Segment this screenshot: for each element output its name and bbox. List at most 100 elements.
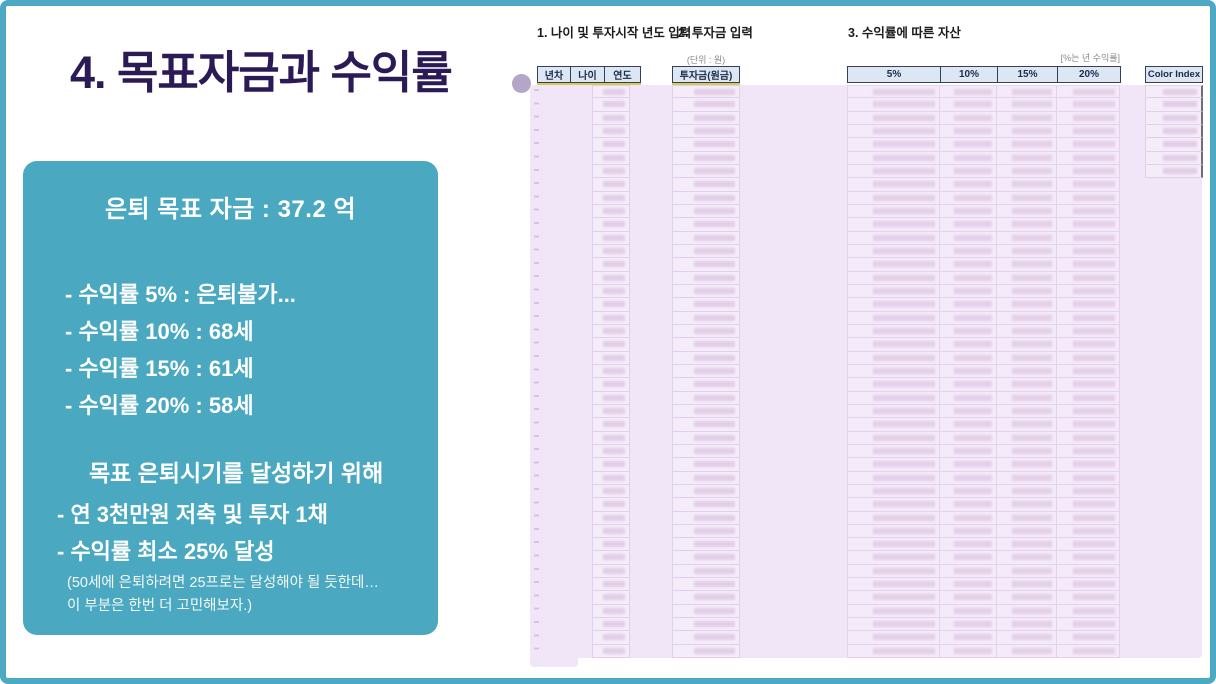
faint-row (592, 138, 630, 152)
faint-cell (940, 311, 997, 325)
faint-row (672, 484, 740, 499)
faint-row (847, 564, 1120, 579)
faint-row (847, 551, 1120, 565)
faint-cell (1057, 138, 1120, 152)
faint-cell (1057, 124, 1120, 139)
column-header-principal: 투자금(원금) (672, 66, 740, 83)
faint-row (592, 564, 630, 579)
faint-cell (940, 151, 997, 165)
faint-cell (847, 324, 940, 339)
faint-cell (847, 418, 940, 432)
faint-cell (847, 98, 940, 112)
faint-cell (940, 324, 997, 339)
faint-cell (997, 604, 1057, 619)
faint-cell (997, 85, 1057, 99)
faint-cell (847, 498, 940, 512)
faint-grid-rate-columns (847, 85, 1120, 659)
faint-cell (847, 538, 940, 552)
faint-cell (847, 111, 940, 125)
faint-row (672, 164, 740, 179)
overlay-bottom-tab (530, 657, 578, 667)
section-heading-invest-input: 2. 투자금 입력 (678, 26, 753, 40)
faint-row (592, 271, 630, 285)
faint-row (847, 578, 1120, 592)
faint-row (847, 244, 1120, 259)
faint-row (847, 191, 1120, 205)
faint-cell (1057, 191, 1120, 205)
faint-row (592, 511, 630, 525)
faint-cell (847, 204, 940, 219)
faint-cell (1057, 298, 1120, 312)
faint-cell (997, 391, 1057, 405)
column-header-5pct: 5% (847, 66, 941, 83)
faint-cell (847, 444, 940, 459)
faint-cell (1057, 231, 1120, 245)
faint-row (672, 204, 740, 219)
faint-row (592, 284, 630, 299)
faint-cell (1057, 258, 1120, 272)
faint-cell (847, 391, 940, 405)
faint-row (592, 418, 630, 432)
faint-row (592, 484, 630, 499)
faint-cell (940, 178, 997, 192)
faint-row (592, 124, 630, 139)
faint-cell (1057, 471, 1120, 485)
faint-cell (940, 85, 997, 99)
header-underline-principal (672, 83, 740, 85)
faint-cell (1057, 578, 1120, 592)
faint-cell (940, 218, 997, 232)
faint-cell (940, 551, 997, 565)
faint-cell (847, 298, 940, 312)
page-title: 4. 목표자금과 수익률 (70, 47, 453, 98)
faint-row (847, 618, 1120, 632)
column-header-color-index: Color Index (1145, 66, 1203, 83)
faint-cell (1057, 604, 1120, 619)
faint-row (592, 644, 630, 659)
faint-cell (1057, 431, 1120, 445)
faint-cell (1057, 218, 1120, 232)
faint-cell (940, 524, 997, 539)
faint-cell (997, 98, 1057, 112)
faint-cell (1057, 204, 1120, 219)
faint-row (592, 258, 630, 272)
faint-cell (847, 151, 940, 165)
faint-row (592, 98, 630, 112)
faint-row (847, 351, 1120, 365)
faint-row (592, 85, 630, 99)
faint-cell (997, 564, 1057, 579)
faint-cell (1057, 484, 1120, 499)
faint-cell (940, 231, 997, 245)
faint-row (847, 151, 1120, 165)
faint-row (672, 351, 740, 365)
faint-row (592, 431, 630, 445)
faint-row (672, 378, 740, 392)
section-heading-assets: 3. 수익률에 따른 자산 (848, 26, 961, 40)
faint-row (592, 338, 630, 352)
faint-row (672, 218, 740, 232)
note-line-2: 이 부분은 한번 더 고민해보자.) (67, 598, 253, 614)
faint-cell (997, 591, 1057, 605)
faint-cell (1057, 351, 1120, 365)
faint-cell (1057, 324, 1120, 339)
faint-row (672, 471, 740, 485)
faint-cell (847, 338, 940, 352)
faint-row (672, 511, 740, 525)
header-underline-age (537, 83, 641, 85)
note-line-1: (50세에 은퇴하려면 25프로는 달성해야 될 듯한데… (67, 575, 379, 591)
faint-cell (847, 591, 940, 605)
faint-row (672, 364, 740, 379)
faint-cell (940, 338, 997, 352)
row-tick-marks (534, 89, 539, 651)
faint-row (672, 271, 740, 285)
faint-row (592, 391, 630, 405)
faint-cell (847, 458, 940, 472)
censored-table-overlay (530, 85, 1203, 667)
faint-cell (847, 631, 940, 645)
faint-row (672, 604, 740, 619)
faint-cell (997, 484, 1057, 499)
column-header-age: 나이 (570, 66, 605, 83)
faint-cell (847, 524, 940, 539)
faint-cell (1057, 311, 1120, 325)
faint-row (1145, 124, 1203, 139)
faint-cell (1057, 98, 1120, 112)
